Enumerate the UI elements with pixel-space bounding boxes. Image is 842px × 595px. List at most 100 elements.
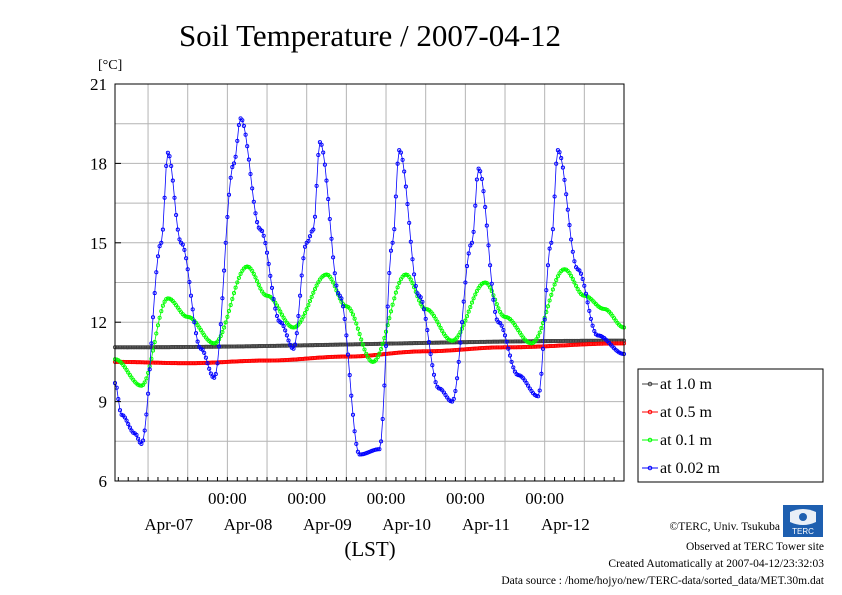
data-point (574, 283, 579, 288)
data-point (284, 333, 289, 338)
data-point (458, 340, 463, 345)
data-point (479, 176, 484, 182)
data-point (154, 331, 159, 336)
data-point (488, 263, 493, 268)
data-point (459, 320, 465, 325)
data-point (243, 132, 248, 137)
data-point (516, 373, 521, 378)
data-point (170, 178, 175, 183)
data-point (489, 281, 494, 286)
data-point (152, 340, 157, 345)
plot-frame (114, 83, 625, 482)
data-point (362, 347, 367, 352)
data-point (526, 383, 531, 388)
x-date-label: Apr-09 (303, 515, 352, 534)
data-point (274, 303, 280, 308)
data-point (463, 280, 468, 285)
y-tick-label: 15 (90, 234, 107, 253)
data-point (279, 312, 284, 317)
data-point (354, 321, 359, 326)
data-point (379, 439, 384, 444)
data-point (231, 291, 237, 296)
data-point (263, 241, 268, 246)
data-point (299, 273, 304, 278)
data-point (146, 391, 151, 396)
data-point (537, 388, 542, 393)
data-point (352, 429, 357, 434)
data-point (552, 282, 557, 287)
series-at-0-02-m (112, 116, 627, 457)
data-point (489, 289, 494, 294)
data-point (184, 256, 189, 261)
data-point (126, 422, 131, 427)
y-tick-label: 18 (90, 154, 107, 173)
data-point (387, 316, 392, 321)
data-point (291, 346, 296, 351)
data-point (314, 183, 319, 188)
data-point (215, 361, 220, 366)
data-point (428, 351, 433, 357)
data-point (474, 177, 479, 182)
legend-item: at 0.1 m (642, 432, 713, 449)
created-text: Created Automatically at 2007-04-12/23:3… (608, 558, 824, 570)
data-point (281, 324, 286, 329)
x-time-label: 00:00 (446, 489, 485, 508)
data-point (567, 223, 572, 228)
data-point (438, 325, 443, 330)
data-point (464, 264, 470, 269)
x-time-label: 00:00 (367, 489, 406, 508)
data-point (456, 359, 461, 364)
data-point (536, 394, 541, 399)
legend-item: at 1.0 m (642, 376, 713, 393)
data-point (509, 359, 514, 364)
y-axis-unit-label: [°C] (98, 58, 122, 73)
data-point (397, 280, 402, 285)
data-point (570, 277, 575, 282)
data-point (142, 428, 147, 433)
data-point (165, 296, 170, 301)
data-point (147, 367, 152, 372)
data-point (355, 326, 360, 331)
data-point (142, 380, 147, 385)
data-point (240, 118, 245, 123)
x-time-label: 00:00 (208, 489, 247, 508)
data-point (230, 296, 235, 302)
data-point (279, 321, 284, 326)
data-point (569, 237, 574, 242)
data-point (159, 309, 164, 314)
data-point (255, 220, 260, 225)
data-point (536, 334, 541, 339)
legend-label: at 1.0 m (660, 376, 713, 393)
x-date-label: Apr-08 (224, 515, 273, 534)
data-point (390, 240, 395, 245)
data-point (293, 342, 298, 347)
data-point (426, 340, 432, 345)
x-time-label: 00:00 (287, 489, 326, 508)
data-point (312, 214, 318, 219)
data-point (322, 162, 327, 167)
data-point (559, 156, 564, 161)
data-point (306, 238, 311, 243)
observed-text: Observed at TERC Tower site (686, 541, 824, 553)
data-point (329, 277, 334, 282)
data-point (149, 341, 154, 346)
data-point (466, 251, 471, 256)
data-point (473, 203, 478, 208)
data-point (202, 350, 207, 355)
data-point (298, 293, 303, 298)
data-point (474, 288, 479, 294)
data-point (484, 223, 489, 228)
data-point (577, 268, 582, 273)
data-point (585, 300, 590, 305)
data-point (542, 317, 547, 322)
data-point (182, 247, 187, 252)
legend-swatch-marker (647, 409, 653, 415)
data-point (167, 154, 172, 159)
data-point (461, 299, 466, 304)
data-point (420, 299, 425, 304)
data-point (544, 310, 549, 315)
data-point (357, 332, 362, 337)
data-point (450, 338, 455, 343)
data-point (557, 150, 562, 155)
data-point (326, 197, 331, 202)
